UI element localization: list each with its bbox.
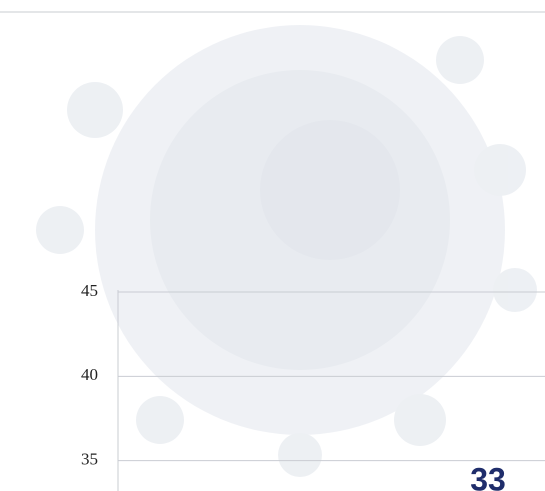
plot-area: 35 40 45 33 xyxy=(81,281,545,491)
y-tick-label: 45 xyxy=(81,281,98,300)
value-label: 33 xyxy=(470,461,506,491)
background-image xyxy=(36,25,537,477)
y-tick-label: 40 xyxy=(81,365,98,384)
y-tick-label: 35 xyxy=(81,450,98,469)
